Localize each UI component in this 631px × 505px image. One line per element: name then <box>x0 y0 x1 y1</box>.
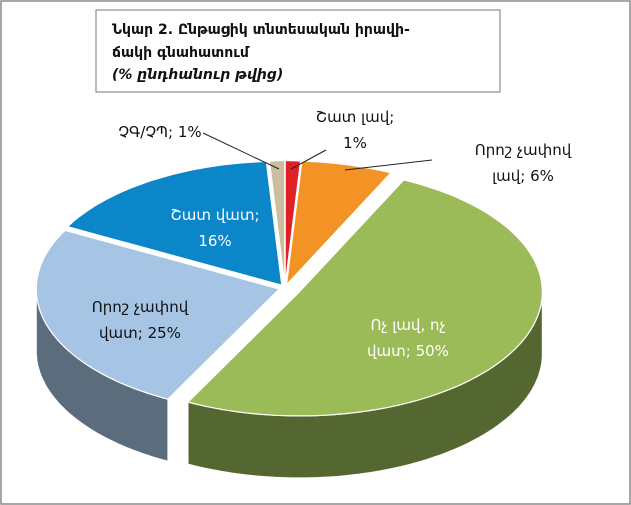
slice <box>66 160 283 287</box>
slice <box>186 179 543 417</box>
leader-line <box>202 132 280 170</box>
data-label: ՉԳ/ՉՊ; 1% <box>118 123 201 141</box>
data-label: Շատ լավ; 1% <box>316 108 395 152</box>
data-label: Որոշ չափով լավ; 6% <box>475 141 572 185</box>
chart-title: ճակի գնահատում <box>112 45 250 61</box>
leader-line <box>344 159 433 171</box>
data-label: Շատ վատ; 16% <box>170 206 259 250</box>
slice <box>285 160 393 287</box>
chart-subtitle: (% ընդհանուր թվից) <box>112 67 283 83</box>
data-label: Որոշ չափով վատ; 25% <box>92 298 189 342</box>
pie <box>35 160 543 479</box>
slice <box>35 229 281 400</box>
slice <box>268 160 286 285</box>
data-label: Ոչ լավ, ոչ վատ; 50% <box>367 316 449 360</box>
chart-title: Նկար 2. Ընթացիկ տնտեսական իրավի- <box>112 22 410 38</box>
title-box <box>95 9 501 93</box>
leader-line <box>290 149 327 170</box>
